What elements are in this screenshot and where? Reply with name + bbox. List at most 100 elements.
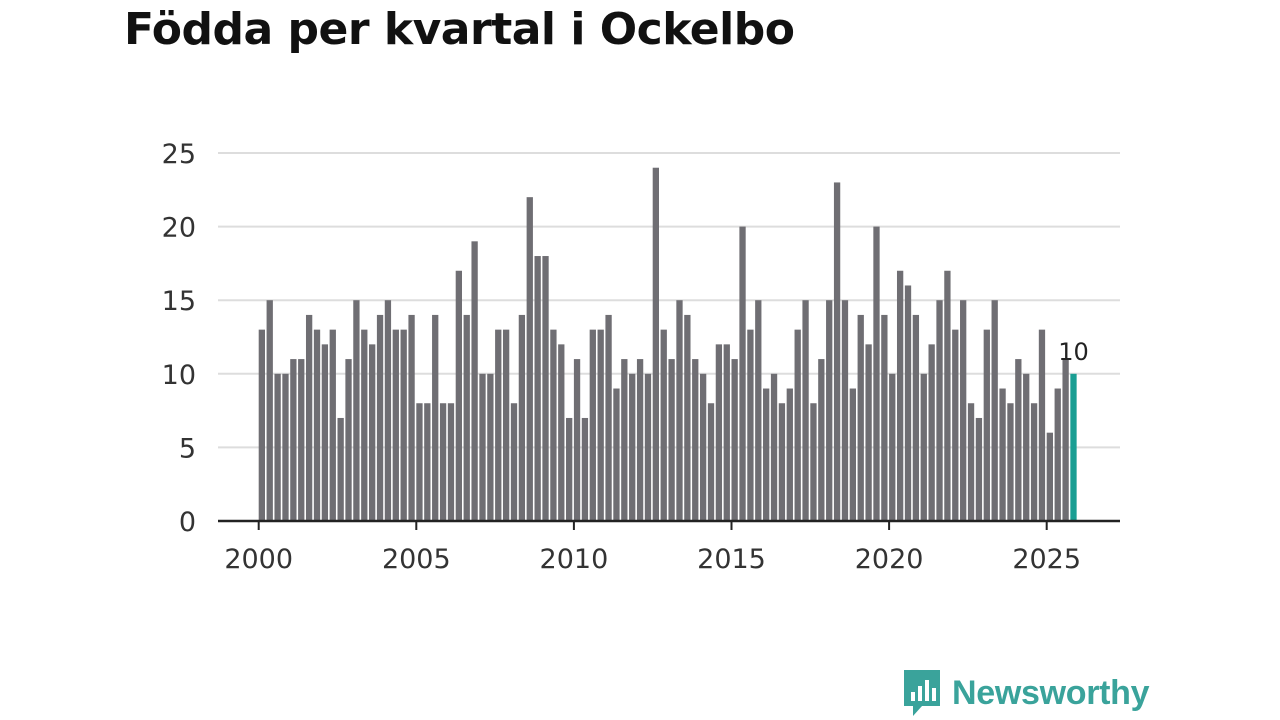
bar — [794, 329, 801, 521]
bar — [873, 226, 880, 521]
newsworthy-logo-text: Newsworthy — [952, 673, 1150, 712]
bar — [983, 329, 990, 521]
bar — [518, 314, 526, 521]
bar — [652, 167, 659, 521]
y-tick-label: 10 — [162, 360, 196, 391]
data-labels: 10 — [1058, 338, 1089, 366]
bar — [928, 344, 935, 521]
bar — [416, 403, 423, 521]
bar — [1015, 359, 1022, 521]
bar — [999, 388, 1006, 521]
bar — [975, 417, 983, 521]
bar — [432, 314, 439, 521]
bar — [991, 300, 998, 521]
bar — [668, 359, 675, 521]
bar — [566, 417, 573, 521]
bar — [455, 270, 462, 521]
bar — [644, 373, 652, 521]
bar — [361, 329, 368, 521]
bar — [321, 344, 329, 521]
bar — [636, 359, 644, 521]
bar — [802, 300, 809, 521]
bar — [1054, 388, 1061, 521]
bar — [266, 300, 273, 521]
x-axis-ticks: 2000 2005 2010 2015 2020 2025 — [224, 521, 1081, 575]
bar — [944, 270, 951, 521]
bar — [778, 403, 786, 521]
bar — [408, 314, 415, 521]
bar — [684, 314, 691, 521]
y-tick-label: 5 — [179, 433, 196, 464]
bar — [510, 403, 518, 521]
bar — [573, 359, 581, 521]
bar — [857, 314, 864, 521]
bar — [353, 300, 360, 521]
bar — [912, 314, 920, 521]
bar — [534, 256, 541, 521]
bar — [605, 314, 612, 521]
bar — [345, 359, 352, 521]
bar — [313, 329, 321, 521]
bar — [1023, 373, 1030, 521]
bar — [818, 359, 825, 521]
bar — [495, 329, 502, 521]
x-tick-label: 2000 — [224, 544, 293, 575]
bar — [621, 359, 628, 521]
bar — [290, 359, 297, 521]
x-tick-label: 2010 — [540, 544, 609, 575]
bar — [936, 300, 943, 521]
bar — [904, 285, 912, 521]
bar — [770, 373, 778, 521]
bar — [865, 344, 872, 521]
y-axis-ticks: 0 5 10 15 20 25 — [162, 139, 196, 538]
bar — [629, 373, 636, 521]
x-tick-label: 2025 — [1012, 544, 1081, 575]
bar — [613, 388, 620, 521]
bar — [526, 197, 533, 521]
bar — [479, 373, 486, 521]
bar — [447, 403, 455, 521]
bar — [424, 403, 431, 521]
bar — [1038, 329, 1046, 521]
bar — [967, 403, 975, 521]
bar — [384, 300, 392, 521]
bar — [707, 403, 715, 521]
bar — [1046, 432, 1053, 521]
bar — [952, 329, 959, 521]
bar — [258, 329, 265, 521]
bars — [258, 167, 1077, 521]
bar — [542, 256, 549, 521]
y-tick-label: 20 — [162, 213, 196, 244]
bar — [881, 314, 888, 521]
x-tick-label: 2005 — [382, 544, 451, 575]
bar — [841, 300, 849, 521]
newsworthy-logo-icon — [904, 670, 940, 716]
bar — [1030, 403, 1038, 521]
bar — [282, 373, 289, 521]
bar — [463, 314, 470, 521]
bar — [369, 344, 376, 521]
bar — [392, 329, 399, 521]
bar — [723, 344, 730, 521]
bar — [747, 329, 754, 521]
bar — [660, 329, 667, 521]
bar — [305, 314, 313, 521]
bar — [329, 329, 336, 521]
bar — [849, 388, 856, 521]
bar — [471, 241, 478, 521]
bar — [1062, 359, 1069, 521]
bar — [833, 182, 841, 521]
bar — [376, 314, 384, 521]
bar — [400, 329, 407, 521]
bar — [676, 300, 683, 521]
bar — [298, 359, 305, 521]
bar — [810, 403, 817, 521]
bar — [692, 359, 699, 521]
y-tick-label: 15 — [162, 286, 196, 317]
bar — [731, 359, 738, 521]
bar — [589, 329, 596, 521]
bar — [889, 373, 896, 521]
bar — [763, 388, 770, 521]
bar — [715, 344, 723, 521]
